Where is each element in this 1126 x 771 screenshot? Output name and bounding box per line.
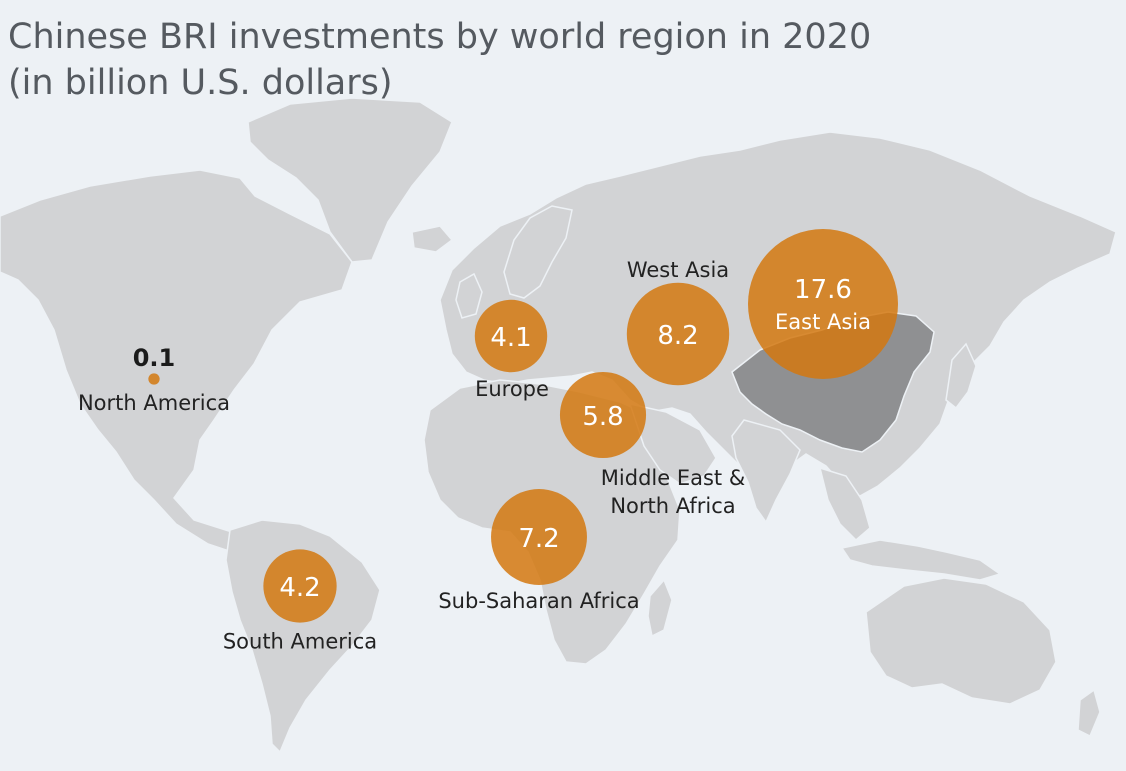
bubble-south-america (263, 549, 337, 623)
bubble-east-asia (748, 229, 898, 379)
region-label-middle-east-north-africa-line-2: North Africa (610, 494, 735, 518)
value-label-north-america: 0.1 (133, 344, 176, 372)
bubble-europe (474, 299, 548, 373)
land-madagascar (647, 578, 673, 638)
bubble-west-asia (626, 282, 730, 386)
region-label-south-america: South America (223, 630, 377, 654)
value-label-europe: 4.1 (490, 323, 531, 353)
region-label-north-america: North America (78, 391, 230, 415)
land-uk (455, 272, 483, 319)
land-scandinavia (503, 205, 573, 299)
land-iceland (411, 225, 454, 253)
value-label-west-asia: 8.2 (657, 321, 698, 351)
region-label-west-asia: West Asia (627, 258, 729, 282)
region-label-europe: Europe (475, 377, 549, 401)
land-arabia (628, 402, 717, 485)
value-label-middle-east-north-africa: 5.8 (582, 402, 623, 432)
region-label-middle-east-north-africa-line-1: Middle East & (601, 466, 745, 490)
region-label-sub-saharan-africa: Sub-Saharan Africa (438, 589, 639, 613)
land-new-zealand (1077, 688, 1101, 738)
bubble-middle-east-north-africa (559, 371, 647, 459)
title-line-2: (in billion U.S. dollars) (8, 63, 393, 103)
chart-title: Chinese BRI investments by world region … (8, 14, 871, 106)
land-india (731, 419, 801, 524)
land-greenland (247, 97, 453, 263)
region-label-east-asia: East Asia (775, 310, 871, 334)
land-japan (945, 342, 977, 410)
bubble-sub-saharan-africa (491, 489, 587, 585)
value-label-sub-saharan-africa: 7.2 (518, 524, 559, 554)
bubble-layer: 0.1 North America 4.2 South America 4.1 Europ… (78, 229, 898, 654)
land-indonesia (840, 539, 1002, 581)
land-north-america (0, 169, 353, 563)
value-label-south-america: 4.2 (279, 573, 320, 603)
land-layer (0, 97, 1117, 754)
bubble-north-america (148, 373, 160, 385)
land-australia (865, 577, 1057, 705)
value-label-east-asia: 17.6 (794, 275, 852, 305)
title-line-1: Chinese BRI investments by world region … (8, 17, 872, 57)
land-southeast-asia (818, 466, 871, 542)
